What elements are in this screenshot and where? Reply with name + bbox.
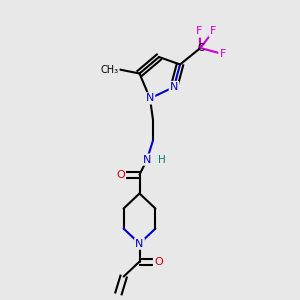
Text: F: F	[196, 26, 203, 37]
Text: H: H	[158, 154, 166, 165]
Text: O: O	[154, 256, 163, 267]
Text: N: N	[143, 154, 151, 165]
Text: CH₃: CH₃	[102, 64, 120, 75]
Text: N: N	[143, 154, 151, 165]
Text: O: O	[116, 169, 125, 180]
Text: F: F	[210, 26, 216, 37]
Text: N: N	[135, 238, 144, 249]
Text: O: O	[116, 169, 125, 180]
Text: C: C	[197, 43, 204, 53]
Text: F: F	[219, 49, 226, 59]
Text: N: N	[170, 82, 178, 92]
Text: CH₃: CH₃	[100, 64, 118, 75]
Text: F: F	[219, 49, 226, 59]
Text: F: F	[210, 26, 216, 37]
Text: O: O	[154, 256, 163, 267]
Text: N: N	[170, 82, 178, 92]
Text: H: H	[158, 154, 166, 165]
Text: F: F	[196, 26, 203, 37]
Text: N: N	[135, 238, 144, 249]
Text: N: N	[146, 93, 154, 103]
Text: N: N	[146, 93, 154, 103]
